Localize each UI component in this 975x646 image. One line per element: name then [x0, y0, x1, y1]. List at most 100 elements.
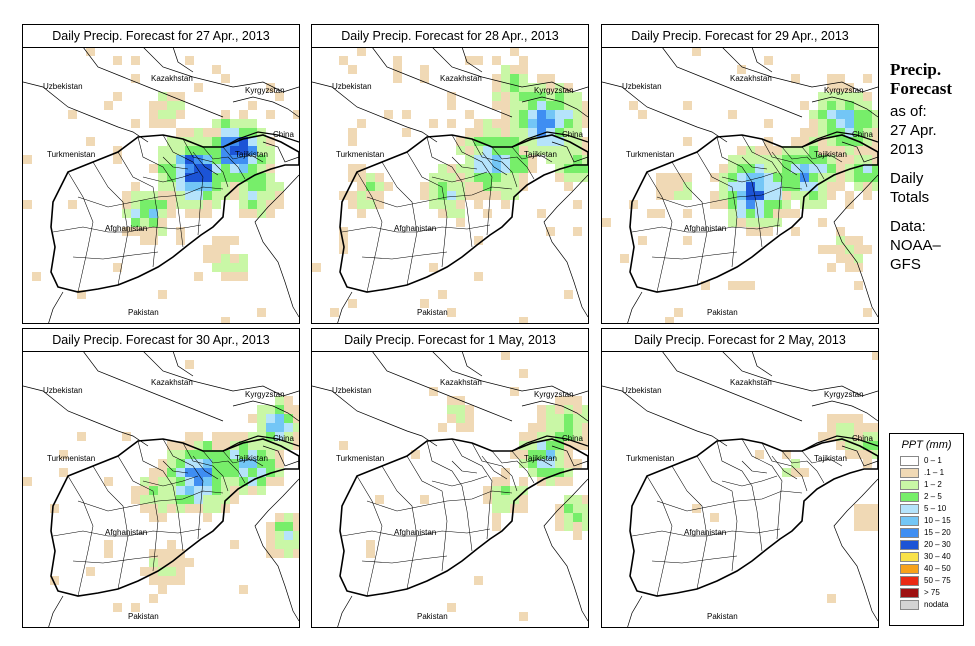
precip-cell	[366, 191, 375, 200]
precip-cell	[131, 200, 140, 209]
precip-cell	[266, 146, 275, 155]
precip-cell	[465, 155, 474, 164]
precip-cell	[293, 540, 299, 549]
precip-cell	[420, 182, 429, 191]
precip-cell	[465, 56, 474, 65]
precip-cell	[564, 423, 573, 432]
precip-cell	[275, 92, 284, 101]
precip-cell	[564, 164, 573, 173]
precip-cell	[555, 513, 564, 522]
precip-cell	[800, 128, 809, 137]
precip-cell	[158, 549, 167, 558]
precip-cell	[149, 567, 158, 576]
precip-cell	[546, 414, 555, 423]
precip-cell	[257, 441, 266, 450]
precip-cell	[501, 351, 510, 360]
precip-cell	[519, 369, 528, 378]
precip-cell	[230, 486, 239, 495]
precip-cell	[221, 164, 230, 173]
precip-cell	[474, 272, 483, 281]
precip-cell	[818, 155, 827, 164]
precip-cell	[537, 146, 546, 155]
precip-cell	[465, 164, 474, 173]
precip-cell	[836, 137, 845, 146]
precip-cell	[555, 101, 564, 110]
precip-cell	[836, 101, 845, 110]
precip-cell	[555, 92, 564, 101]
precip-cell	[257, 405, 266, 414]
legend: PPT (mm) 0 – 1 .1 – 1 1 – 2 2 – 5 5 – 10 10 –…	[889, 433, 964, 626]
precip-cell	[854, 164, 863, 173]
precip-cell	[791, 164, 800, 173]
precip-cell	[483, 128, 492, 137]
precip-cell	[854, 173, 863, 182]
forecast-panel-3: Daily Precip. Forecast for 29 Apr., 2013…	[601, 24, 879, 324]
precip-cell	[357, 200, 366, 209]
label-tajikistan: Tajikistan	[814, 150, 847, 159]
precip-cell	[492, 182, 501, 191]
precip-cell	[845, 146, 854, 155]
precip-cell	[284, 405, 293, 414]
precip-cell	[528, 459, 537, 468]
label-uzbekistan: Uzbekistan	[43, 82, 83, 91]
precip-map: Uzbekistan Kazakhstan Kyrgyzstan China Turkm…	[312, 351, 588, 627]
precip-cell	[447, 405, 456, 414]
label-iran: Iran	[620, 322, 634, 323]
precip-cell	[692, 504, 701, 513]
precip-cell	[230, 155, 239, 164]
precip-cell	[212, 155, 221, 164]
precip-cell	[221, 263, 230, 272]
precip-cell	[221, 173, 230, 182]
precip-cell	[248, 432, 257, 441]
precip-cell	[854, 119, 863, 128]
precip-cell	[528, 119, 537, 128]
precip-cell	[284, 540, 293, 549]
precip-cell	[465, 146, 474, 155]
precip-cell	[492, 191, 501, 200]
precip-cell	[737, 218, 746, 227]
precip-cell	[456, 209, 465, 218]
precip-cell	[674, 173, 683, 182]
precip-cell	[854, 245, 863, 254]
precip-cell	[764, 200, 773, 209]
precip-cell	[185, 128, 194, 137]
precip-cell	[582, 405, 588, 414]
precip-cell	[836, 155, 845, 164]
precip-cell	[546, 137, 555, 146]
precip-cell	[519, 83, 528, 92]
precip-cell	[248, 173, 257, 182]
precip-cell	[809, 128, 818, 137]
precip-cell	[854, 414, 863, 423]
precip-cell	[510, 110, 519, 119]
precip-cell	[239, 200, 248, 209]
precip-cell	[203, 200, 212, 209]
precip-cell	[158, 92, 167, 101]
label-kazakhstan: Kazakhstan	[730, 378, 772, 387]
precip-cell	[764, 227, 773, 236]
precip-cell	[167, 477, 176, 486]
precip-cell	[176, 486, 185, 495]
precip-cell	[447, 173, 456, 182]
precip-cell	[122, 227, 131, 236]
precip-cell	[519, 56, 528, 65]
precip-cell	[773, 182, 782, 191]
precip-cell	[447, 603, 456, 612]
precip-cell	[86, 567, 95, 576]
precip-cell	[212, 182, 221, 191]
precip-cell	[266, 414, 275, 423]
precip-cell	[447, 182, 456, 191]
precip-cell	[167, 173, 176, 182]
panel-title: Daily Precip. Forecast for 30 Apr., 2013	[23, 329, 299, 352]
legend-row: 1 – 2	[890, 479, 963, 491]
precip-cell	[266, 155, 275, 164]
precip-cell	[519, 504, 528, 513]
precip-cell	[257, 173, 266, 182]
precip-cell	[510, 128, 519, 137]
precip-cell	[438, 290, 447, 299]
precip-cell	[827, 101, 836, 110]
precip-cell	[158, 513, 167, 522]
precip-cell	[863, 101, 872, 110]
precip-cell	[239, 146, 248, 155]
precip-cell	[384, 182, 393, 191]
precip-cell	[158, 209, 167, 218]
